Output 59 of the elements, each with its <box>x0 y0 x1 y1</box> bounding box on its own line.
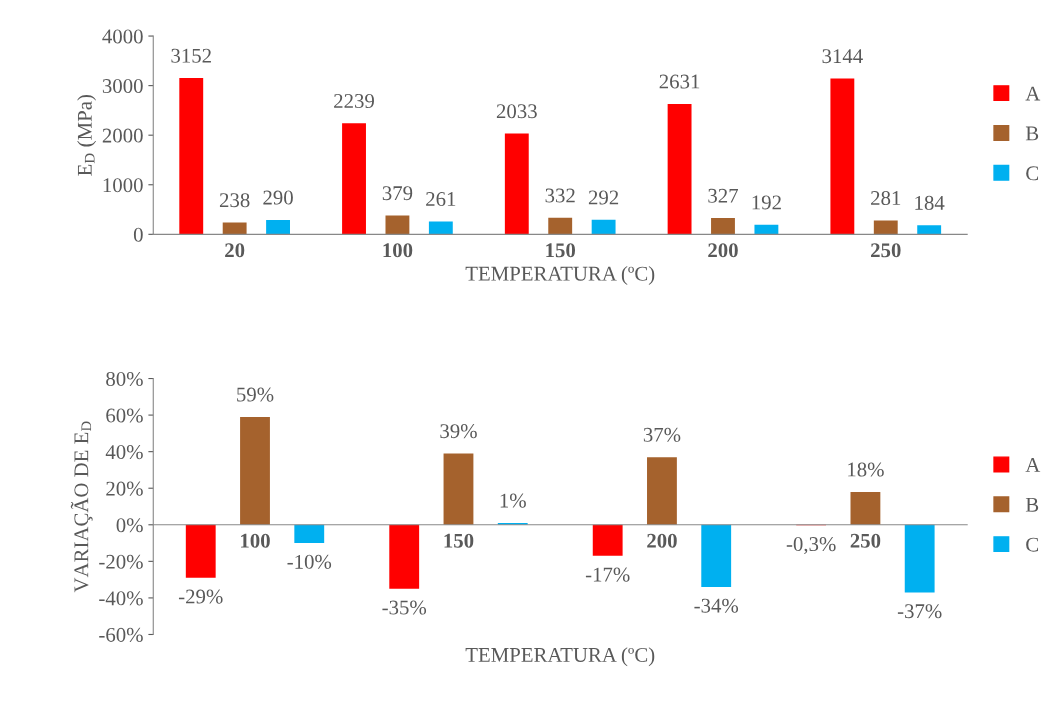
data-label: 332 <box>545 188 575 203</box>
data-label: 2033 <box>496 104 537 119</box>
legend-label: C <box>1026 537 1039 552</box>
data-label: 290 <box>263 190 293 205</box>
y-tick-label: 0 <box>133 227 143 242</box>
y-tick-label: -40% <box>99 591 143 606</box>
data-label: 281 <box>871 190 901 206</box>
y-tick-label: 40% <box>105 445 143 460</box>
x-tick-label: 200 <box>708 243 738 258</box>
data-label: 37% <box>643 427 681 442</box>
y-tick-label: 20% <box>106 481 143 496</box>
x-tick-label: 250 <box>850 533 881 548</box>
data-label: 39% <box>440 424 477 439</box>
x-tick-label: 20 <box>225 243 245 258</box>
legend-label: B <box>1025 497 1039 512</box>
data-label: -10% <box>287 554 332 569</box>
data-label: -37% <box>897 604 942 619</box>
data-label: 184 <box>915 195 945 210</box>
legend-label: A <box>1025 86 1041 101</box>
x-axis-title: TEMPERATURA (ºC) <box>465 647 655 667</box>
y-tick-label: 3000 <box>102 78 143 94</box>
x-tick-label: 250 <box>871 243 901 258</box>
data-label: 192 <box>752 195 781 210</box>
x-tick-label: 200 <box>647 533 677 548</box>
data-label: -35% <box>382 600 427 615</box>
data-label: 379 <box>382 186 413 201</box>
x-tick-label: 150 <box>546 243 576 258</box>
y-tick-label: -20% <box>99 554 143 569</box>
data-label: 18% <box>848 462 884 477</box>
data-label: 261 <box>426 192 456 207</box>
y-tick-label: 0% <box>116 518 143 533</box>
x-tick-label: 100 <box>383 243 413 258</box>
data-label: -29% <box>178 589 223 604</box>
data-label: -0,3% <box>786 537 836 555</box>
y-tick-label: 4000 <box>102 29 143 44</box>
x-tick-label: 100 <box>241 533 270 548</box>
x-axis-title: TEMPERATURA (ºC) <box>465 266 655 285</box>
data-label: -34% <box>694 598 739 613</box>
data-label: 59% <box>237 387 274 402</box>
data-label: 238 <box>219 193 250 208</box>
x-tick-label: 150 <box>444 533 474 548</box>
y-tick-label: 60% <box>106 408 143 423</box>
data-label: 292 <box>588 190 619 205</box>
y-tick-label: -60% <box>99 627 143 642</box>
data-label: 1% <box>500 493 526 508</box>
y-tick-label: 80% <box>106 371 143 387</box>
data-label: 327 <box>708 188 739 203</box>
data-label: 2631 <box>659 74 700 89</box>
data-label: -17% <box>585 567 630 582</box>
legend-label: A <box>1025 457 1041 472</box>
y-tick-label: 2000 <box>102 128 143 143</box>
y-axis-title: E$_{D}$ (MPa) <box>77 95 97 176</box>
data-label: 3144 <box>822 49 863 64</box>
y-axis-title: VARIAÇÃO DE E$_{D}$ <box>70 421 93 593</box>
y-tick-label: 1000 <box>103 178 143 193</box>
data-label: 2239 <box>334 94 375 108</box>
legend-label: C <box>1026 166 1039 181</box>
data-label: 3152 <box>171 48 211 63</box>
legend-label: B <box>1025 126 1039 141</box>
